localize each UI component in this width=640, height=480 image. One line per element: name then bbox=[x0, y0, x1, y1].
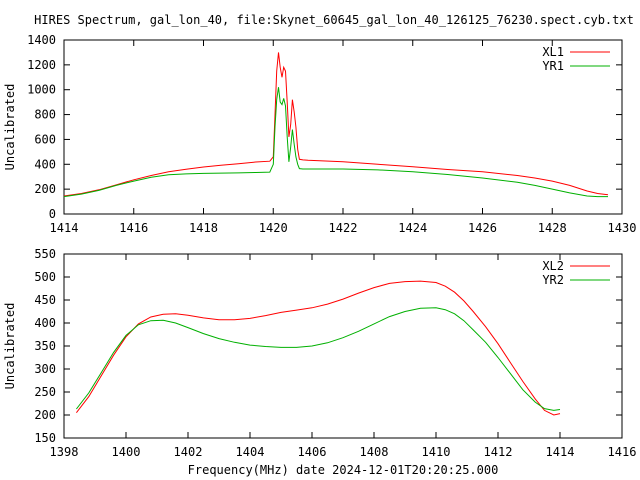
y-tick-label: 400 bbox=[34, 316, 56, 330]
y-tick-label: 1400 bbox=[27, 33, 56, 47]
y-tick-label: 0 bbox=[49, 207, 56, 221]
x-tick-label: 1424 bbox=[398, 221, 427, 235]
series-line-xl1 bbox=[63, 52, 609, 197]
x-tick-label: 1430 bbox=[608, 221, 637, 235]
series-line-xl2 bbox=[76, 280, 561, 416]
y-tick-label: 550 bbox=[34, 247, 56, 261]
x-tick-label: 1414 bbox=[546, 445, 575, 459]
x-tick-label: 1426 bbox=[468, 221, 497, 235]
series-line-yr1 bbox=[63, 87, 608, 198]
x-tick-label: 1402 bbox=[174, 445, 203, 459]
y-tick-label: 400 bbox=[34, 157, 56, 171]
x-tick-label: 1400 bbox=[112, 445, 141, 459]
plot-frame bbox=[63, 253, 623, 439]
y-tick-label: 1000 bbox=[27, 83, 56, 97]
y-axis-label: Uncalibrated bbox=[3, 303, 17, 390]
legend-label-xl2: XL2 bbox=[542, 259, 564, 273]
x-tick-label: 1398 bbox=[50, 445, 79, 459]
x-tick-label: 1406 bbox=[298, 445, 327, 459]
y-tick-label: 450 bbox=[34, 293, 56, 307]
x-tick-label: 1416 bbox=[119, 221, 148, 235]
y-tick-label: 350 bbox=[34, 339, 56, 353]
x-tick-label: 1416 bbox=[608, 445, 637, 459]
legend-label-xl1: XL1 bbox=[542, 45, 564, 59]
plot-frame bbox=[63, 39, 623, 215]
y-tick-label: 250 bbox=[34, 385, 56, 399]
y-tick-label: 600 bbox=[34, 132, 56, 146]
x-tick-label: 1410 bbox=[422, 445, 451, 459]
y-tick-label: 800 bbox=[34, 108, 56, 122]
x-tick-label: 1404 bbox=[236, 445, 265, 459]
y-axis-label: Uncalibrated bbox=[3, 84, 17, 171]
legend-label-yr1: YR1 bbox=[542, 59, 564, 73]
legend-label-yr2: YR2 bbox=[542, 273, 564, 287]
y-tick-label: 500 bbox=[34, 270, 56, 284]
y-tick-label: 300 bbox=[34, 362, 56, 376]
x-tick-label: 1414 bbox=[50, 221, 79, 235]
y-tick-label: 1200 bbox=[27, 58, 56, 72]
chart-title: HIRES Spectrum, gal_lon_40, file:Skynet_… bbox=[34, 13, 634, 27]
y-tick-label: 200 bbox=[34, 408, 56, 422]
x-tick-label: 1418 bbox=[189, 221, 218, 235]
x-tick-label: 1428 bbox=[538, 221, 567, 235]
chart-panel-2: 1398 1400 1402 1404 1406 1408 1410 1412 1414 1416… bbox=[3, 247, 636, 477]
y-tick-label: 200 bbox=[34, 182, 56, 196]
x-tick-label: 1422 bbox=[329, 221, 358, 235]
x-axis-label: Frequency(MHz) date 2024-12-01T20:20:25.… bbox=[188, 463, 499, 477]
series-line-yr2 bbox=[76, 307, 561, 411]
x-tick-label: 1408 bbox=[360, 445, 389, 459]
x-tick-label: 1412 bbox=[484, 445, 513, 459]
x-tick-label: 1420 bbox=[259, 221, 288, 235]
y-tick-label: 150 bbox=[34, 431, 56, 445]
chart-panel-1: 1414 1416 1418 1420 1422 1424 1426 1428 1430 0 200… bbox=[3, 33, 636, 235]
